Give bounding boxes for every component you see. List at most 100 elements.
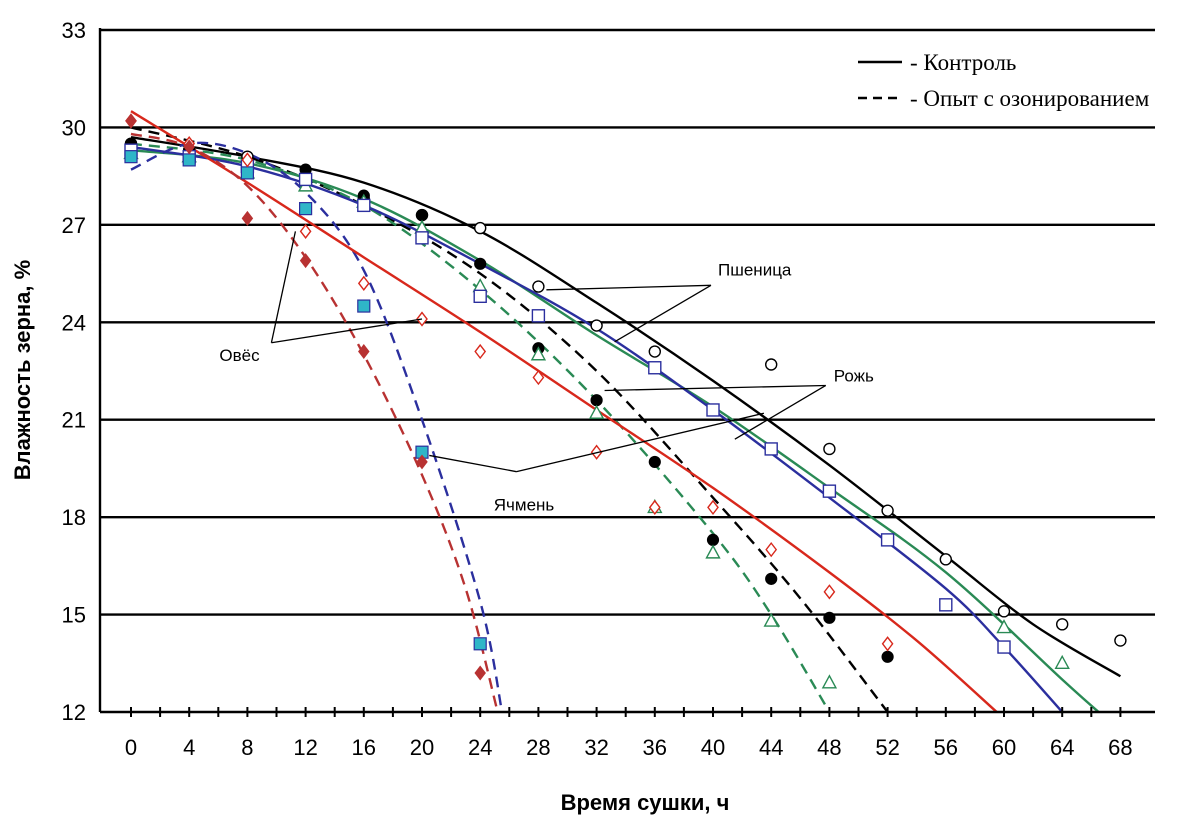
series-1-point [648,455,661,469]
y-tick-label: 12 [62,700,86,725]
y-tick-label: 27 [62,213,86,238]
barley-leader-line [516,412,765,473]
y-tick-label: 33 [62,18,86,43]
series-7-point [474,665,486,681]
wheat-leader-line [614,284,712,343]
barley-leader-line [429,454,517,473]
series-7-point [241,210,254,226]
series-1-point [474,257,487,270]
x-tick-label: 12 [293,735,317,760]
series-2-point [530,346,547,361]
y-tick-label: 15 [62,603,86,628]
series-0-point [939,553,952,566]
x-tick-label: 40 [701,735,725,760]
series-1-point [881,650,894,663]
series-4-point [298,172,313,187]
legend-label: - Контроль [910,50,1016,75]
series-2-point [588,404,605,419]
barley-label: Ячмень [494,496,555,515]
series-1-point [765,572,778,585]
oats-leader-line [270,231,297,343]
annotations: Пшеница Рожь Овёс Ячмень [219,231,874,515]
series-6-point [357,275,370,291]
series-6-point [532,369,545,386]
series-0-point [881,504,894,517]
wheat-leader-line [546,284,712,291]
rye-leader-line [734,384,827,440]
series-1-point [706,533,720,546]
series-7-point [183,139,195,155]
series-0-curve [130,135,1122,678]
x-tick-label: 48 [817,735,841,760]
series-4-point [822,484,837,498]
series-2-point [821,674,838,689]
series-5-point [299,202,313,216]
x-tick-label: 0 [125,735,137,760]
series-4-curve [130,145,1064,713]
series-7-point [358,344,370,359]
x-tick-label: 32 [584,735,608,760]
series-5-curve [130,141,504,713]
axes [98,28,1155,717]
series-6-point [823,584,836,600]
series-2-point [996,619,1012,634]
series-0-point [648,345,661,358]
series-6-point [241,152,254,168]
x-tick-label: 60 [992,735,1016,760]
series-4-point [648,361,662,375]
x-tick-label: 20 [410,735,434,760]
rye-label: Рожь [834,366,874,385]
series-6-point [881,636,894,652]
x-tick-label: 64 [1050,735,1074,760]
series-4-point [415,231,429,245]
x-tick-label: 8 [241,735,253,760]
series-7-curve [130,132,499,713]
series-2-curve [130,148,1100,713]
series-7-point [125,113,137,129]
series-4-point [531,309,546,323]
series-5-point [240,166,254,180]
series-1-point [823,611,836,624]
series-0-point [532,280,545,293]
series-6-point [474,343,487,360]
series-0-point [765,358,778,371]
series-5-point [357,299,371,313]
series-7-point [416,454,428,470]
legend: - Контроль - Опыт с озонированием [858,50,1150,111]
oats-label: Овёс [219,346,260,365]
x-tick-label: 56 [934,735,958,760]
y-tick-label: 24 [62,310,86,335]
series-4-point [997,640,1011,654]
series-curves [130,110,1122,713]
oats-leader-line [271,318,423,344]
wheat-label: Пшеница [718,260,792,279]
series-6-point [648,499,661,516]
series-4-point [939,598,953,612]
x-tick-label: 24 [468,735,492,760]
series-4-point [357,198,371,213]
y-axis-title: Влажность зерна, % [10,260,35,480]
x-tick-label: 4 [183,735,195,760]
y-tick-label: 21 [62,408,86,433]
series-7-point [299,253,312,269]
series-2-point [1054,654,1070,669]
series-1-point [590,394,603,407]
legend-label: - Опыт с озонированием [910,86,1150,111]
series-markers [123,113,1127,689]
x-tick-label: 28 [526,735,550,760]
x-tick-label: 52 [875,735,899,760]
series-0-point [1114,634,1127,647]
series-0-point [1055,618,1069,631]
x-axis-title: Время сушки, ч [561,790,730,815]
series-6-point [765,541,778,558]
series-3-curve [130,142,831,713]
series-6-point [299,223,312,240]
series-0-point [997,605,1011,618]
rye-leader-line [604,384,826,392]
y-tick-label: 18 [62,505,86,530]
x-tick-label: 16 [352,735,376,760]
x-tick-label: 36 [643,735,667,760]
series-6-point [707,499,719,516]
series-4-point [706,403,720,417]
